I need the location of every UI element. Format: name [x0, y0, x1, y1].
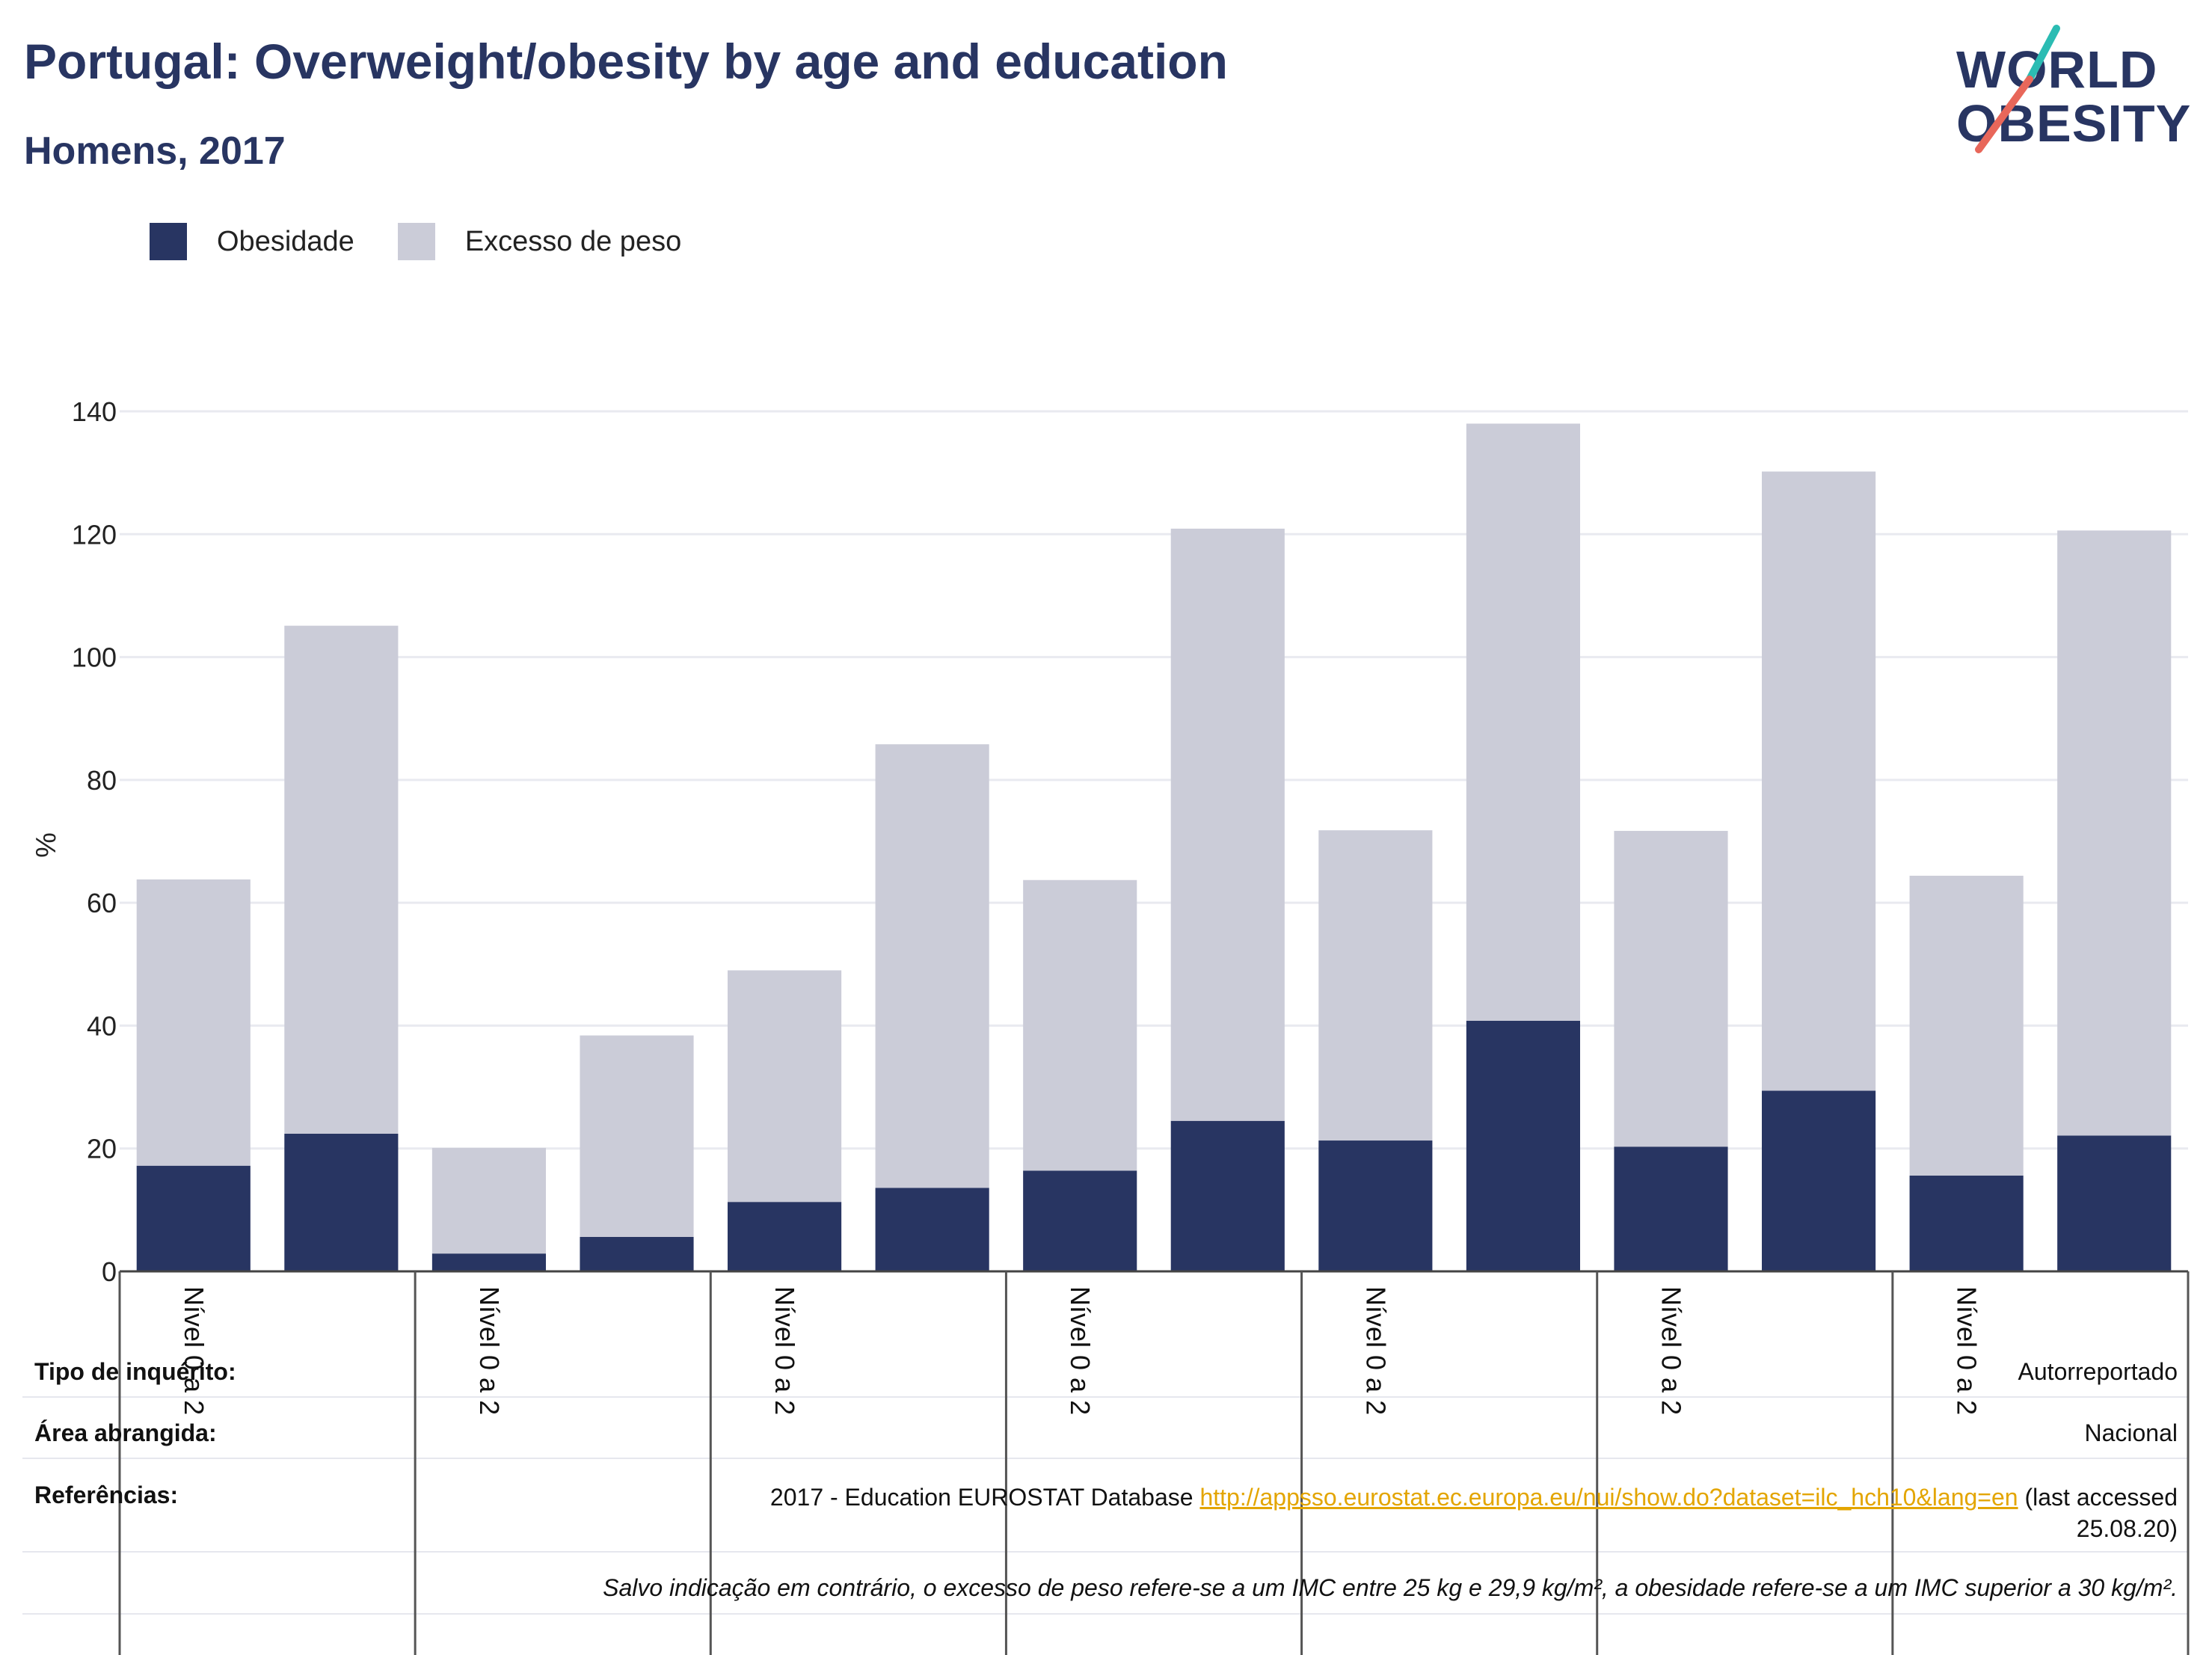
bar-overweight [1614, 831, 1728, 1147]
legend-item-obesity[interactable]: Obesidade [150, 223, 354, 260]
y-tick-label: 40 [87, 1010, 117, 1041]
y-tick-label: 80 [87, 765, 117, 796]
y-axis-label: % [31, 832, 62, 858]
bar-obesity [2057, 1135, 2172, 1271]
references-prefix: 2017 - Education EUROSTAT Database [769, 1484, 1200, 1511]
legend-label-obesity: Obesidade [217, 225, 354, 257]
y-tick-label: 140 [72, 396, 117, 427]
chart-legend: Obesidade Excesso de peso [150, 223, 725, 260]
definition-note: Salvo indicação em contrário, o excesso … [603, 1574, 2178, 1601]
bar-obesity [1318, 1140, 1433, 1271]
chart-subtitle: Homens, 2017 [24, 129, 286, 173]
bar-obesity [1466, 1020, 1580, 1271]
survey-type-value: Autorreportado [2018, 1358, 2178, 1385]
bar-overweight [136, 879, 251, 1166]
bar-overweight [284, 625, 399, 1134]
legend-swatch-obesity [150, 223, 187, 260]
y-tick-label: 60 [87, 888, 117, 918]
bar-obesity [1909, 1175, 2024, 1271]
survey-type-label: Tipo de inquérito: [34, 1358, 236, 1385]
references-value: 2017 - Education EUROSTAT Database http:… [383, 1481, 2178, 1544]
bar-overweight [1170, 528, 1285, 1121]
legend-label-overweight: Excesso de peso [464, 225, 682, 257]
world-obesity-logo: WORLD OBESITY [1944, 22, 2199, 157]
coverage-area-label: Área abrangida: [34, 1419, 217, 1446]
legend-item-overweight[interactable]: Excesso de peso [397, 223, 682, 260]
bar-overweight [2057, 530, 2172, 1136]
bar-obesity [875, 1188, 989, 1271]
legend-swatch-overweight [397, 223, 435, 260]
bar-obesity [136, 1165, 251, 1271]
bar-overweight [1909, 876, 2024, 1176]
bar-overweight [431, 1147, 546, 1254]
bar-obesity [1170, 1120, 1285, 1271]
references-suffix: (last accessed [2018, 1484, 2178, 1511]
y-tick-label: 0 [102, 1256, 117, 1287]
y-tick-label: 20 [87, 1134, 117, 1164]
references-date: 25.08.20) [2076, 1515, 2178, 1542]
x-tick-label: Nível 0 a 2 [1656, 1286, 1687, 1415]
bar-obesity [431, 1253, 546, 1271]
bar-obesity [728, 1202, 842, 1271]
logo-slash-icon [1975, 25, 2060, 153]
x-tick-label: Nível 0 a 2 [1065, 1286, 1096, 1415]
x-tick-label: Nível 0 a 2 [1952, 1286, 1982, 1415]
bar-overweight [1762, 471, 1876, 1091]
x-tick-label: Nível 0 a 2 [1360, 1286, 1391, 1415]
bar-overweight [1466, 423, 1580, 1021]
bar-overweight [580, 1035, 694, 1237]
references-label: Referências: [34, 1481, 179, 1508]
coverage-area-value: Nacional [2084, 1419, 2178, 1446]
bar-obesity [580, 1237, 694, 1271]
bar-overweight [1023, 879, 1137, 1171]
bar-obesity [1762, 1090, 1876, 1271]
bar-overweight [875, 744, 989, 1188]
bar-overweight [728, 970, 842, 1203]
logo-word-1: WORLD [1956, 40, 2158, 99]
y-tick-label: 120 [72, 519, 117, 550]
bar-obesity [1614, 1146, 1728, 1271]
bar-overweight [1318, 830, 1433, 1141]
references-link[interactable]: http://appsso.eurostat.ec.europa.eu/nui/… [1199, 1484, 2018, 1511]
bar-obesity [1023, 1170, 1137, 1271]
x-tick-label: Nível 0 a 2 [474, 1286, 505, 1415]
x-tick-label: Nível 0 a 2 [769, 1286, 800, 1415]
x-tick-label: Nível 0 a 2 [179, 1286, 209, 1415]
bar-obesity [284, 1134, 399, 1271]
chart-title: Portugal: Overweight/obesity by age and … [24, 34, 1228, 89]
y-tick-label: 100 [72, 642, 117, 673]
